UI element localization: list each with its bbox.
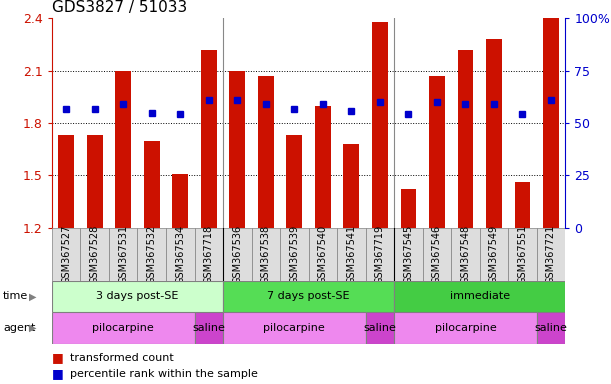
- Bar: [59, 135, 74, 228]
- Text: GSM367548: GSM367548: [460, 225, 470, 284]
- Text: GSM367528: GSM367528: [90, 225, 100, 284]
- Bar: [309, 228, 337, 281]
- Text: agent: agent: [3, 323, 35, 333]
- Bar: [365, 228, 394, 281]
- Bar: [201, 50, 216, 228]
- Bar: [229, 71, 245, 228]
- Bar: [372, 22, 388, 228]
- Bar: [144, 141, 159, 228]
- Bar: [536, 228, 565, 281]
- Text: time: time: [3, 291, 28, 301]
- Text: GSM367532: GSM367532: [147, 225, 157, 284]
- Text: ■: ■: [52, 367, 64, 381]
- Bar: [87, 135, 103, 228]
- Bar: [166, 228, 194, 281]
- Text: pilocarpine: pilocarpine: [434, 323, 496, 333]
- Bar: [337, 228, 365, 281]
- Text: GSM367531: GSM367531: [118, 225, 128, 284]
- Text: GSM367718: GSM367718: [203, 225, 214, 284]
- Text: GDS3827 / 51033: GDS3827 / 51033: [52, 0, 187, 15]
- Text: pilocarpine: pilocarpine: [263, 323, 325, 333]
- Text: percentile rank within the sample: percentile rank within the sample: [70, 369, 258, 379]
- Bar: [223, 228, 252, 281]
- Bar: [315, 106, 331, 228]
- Text: immediate: immediate: [450, 291, 510, 301]
- Text: GSM367539: GSM367539: [289, 225, 299, 284]
- Bar: [458, 50, 473, 228]
- Text: GSM367538: GSM367538: [261, 225, 271, 284]
- Bar: [137, 228, 166, 281]
- Text: 7 days post-SE: 7 days post-SE: [267, 291, 350, 301]
- Text: GSM367540: GSM367540: [318, 225, 328, 284]
- Bar: [280, 228, 309, 281]
- Bar: [258, 76, 274, 228]
- Text: GSM367721: GSM367721: [546, 225, 556, 284]
- Text: GSM367541: GSM367541: [346, 225, 356, 284]
- Bar: [52, 281, 223, 312]
- Text: ▶: ▶: [29, 323, 37, 333]
- Bar: [109, 228, 137, 281]
- Bar: [194, 312, 223, 344]
- Bar: [81, 228, 109, 281]
- Bar: [508, 228, 536, 281]
- Bar: [401, 189, 416, 228]
- Text: saline: saline: [192, 323, 225, 333]
- Bar: [514, 182, 530, 228]
- Bar: [480, 228, 508, 281]
- Bar: [365, 312, 394, 344]
- Bar: [172, 174, 188, 228]
- Text: transformed count: transformed count: [70, 353, 174, 363]
- Text: GSM367545: GSM367545: [403, 225, 414, 284]
- Text: 3 days post-SE: 3 days post-SE: [97, 291, 178, 301]
- Bar: [394, 281, 565, 312]
- Text: GSM367546: GSM367546: [432, 225, 442, 284]
- Bar: [252, 228, 280, 281]
- Bar: [287, 135, 302, 228]
- Text: pilocarpine: pilocarpine: [92, 323, 154, 333]
- Bar: [223, 281, 394, 312]
- Bar: [115, 71, 131, 228]
- Bar: [52, 228, 81, 281]
- Text: GSM367719: GSM367719: [375, 225, 385, 284]
- Text: saline: saline: [364, 323, 397, 333]
- Bar: [223, 312, 365, 344]
- Text: ▶: ▶: [29, 291, 37, 301]
- Bar: [451, 228, 480, 281]
- Bar: [394, 228, 423, 281]
- Bar: [394, 312, 536, 344]
- Text: GSM367549: GSM367549: [489, 225, 499, 284]
- Bar: [423, 228, 451, 281]
- Text: GSM367527: GSM367527: [61, 225, 71, 284]
- Text: saline: saline: [535, 323, 568, 333]
- Bar: [194, 228, 223, 281]
- Bar: [536, 312, 565, 344]
- Bar: [543, 18, 559, 228]
- Text: ■: ■: [52, 351, 64, 364]
- Text: GSM367551: GSM367551: [518, 225, 527, 284]
- Bar: [52, 312, 194, 344]
- Bar: [486, 40, 502, 228]
- Bar: [429, 76, 445, 228]
- Bar: [343, 144, 359, 228]
- Text: GSM367536: GSM367536: [232, 225, 243, 284]
- Text: GSM367534: GSM367534: [175, 225, 185, 284]
